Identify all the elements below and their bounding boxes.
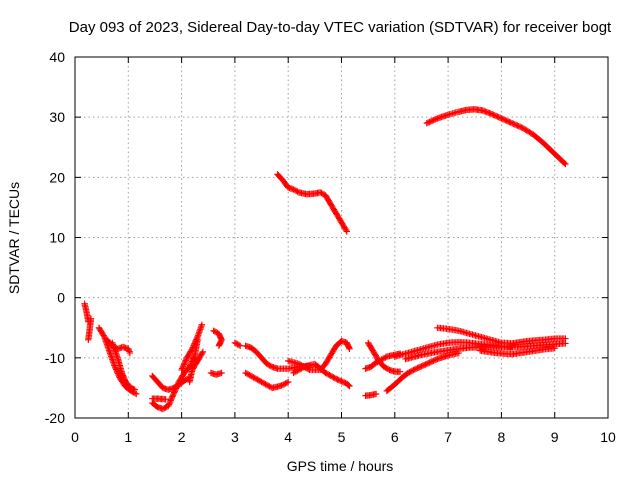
y-tick-label: 10 [49, 230, 65, 246]
data-point-marks [178, 321, 206, 374]
data-point-marks [85, 315, 95, 343]
data-point-marks [210, 327, 225, 349]
data-point-marks [290, 360, 353, 390]
data-series-arc-z [434, 324, 569, 347]
data-series-arc-h [149, 395, 169, 403]
x-axis-label: GPS time / hours [287, 458, 394, 474]
data-point-marks [434, 324, 569, 347]
data-series-arc-e [109, 339, 138, 393]
data-point-marks [402, 340, 569, 363]
x-tick-label: 3 [231, 429, 239, 445]
data-series-arc-k [190, 354, 200, 364]
y-tick-label: 40 [49, 49, 65, 65]
data-series-arc-s [274, 171, 350, 235]
y-tick-label: -20 [45, 410, 65, 426]
data-point-marks [423, 106, 569, 168]
data-series-arc-g [149, 372, 193, 393]
y-tick-label: 30 [49, 109, 65, 125]
x-tick-label: 4 [284, 429, 292, 445]
data-series-arc-w [383, 349, 462, 395]
x-tick-label: 2 [178, 429, 186, 445]
data-series-arc-i [178, 321, 206, 374]
data-point-marks [231, 339, 244, 349]
data-series-arc-ab [423, 106, 569, 168]
data-series-arc-n [231, 339, 244, 349]
y-tick-label: 0 [57, 290, 65, 306]
data-series-arc-b [85, 315, 95, 343]
data-point-marks [274, 171, 350, 235]
y-axis-label: SDTVAR / TECUs [6, 182, 22, 294]
data-point-marks [242, 369, 292, 392]
data-series-arc-v [362, 390, 380, 399]
x-tick-label: 8 [498, 429, 506, 445]
chart-title: Day 093 of 2023, Sidereal Day-to-day VTE… [69, 19, 612, 36]
y-tick-label: -10 [45, 350, 65, 366]
data-point-marks [383, 349, 462, 395]
axis-ticks: 0 1 2 3 4 5 6 7 8 9 10 -20 -10 0 10 20 30 40 [45, 49, 616, 445]
data-series-arc-r [290, 360, 353, 390]
data-series-arc-p [242, 369, 292, 392]
data-marks [81, 106, 569, 413]
data-point-marks [149, 395, 169, 403]
data-series-arc-l [210, 327, 225, 349]
data-point-marks [362, 390, 380, 399]
y-tick-label: 20 [49, 169, 65, 185]
x-tick-label: 6 [391, 429, 399, 445]
data-point-marks [207, 369, 225, 378]
data-point-marks [149, 372, 193, 393]
data-point-marks [190, 354, 200, 364]
data-series-arc-y [402, 340, 569, 363]
grid-lines [75, 57, 608, 418]
x-tick-label: 0 [71, 429, 79, 445]
x-tick-label: 7 [444, 429, 452, 445]
x-tick-label: 5 [338, 429, 346, 445]
x-tick-label: 9 [551, 429, 559, 445]
x-tick-label: 10 [600, 429, 616, 445]
data-point-marks [109, 339, 138, 393]
x-tick-label: 1 [124, 429, 132, 445]
data-series-arc-aa [476, 345, 558, 358]
data-point-marks [476, 345, 558, 358]
data-series-arc-m [207, 369, 225, 378]
